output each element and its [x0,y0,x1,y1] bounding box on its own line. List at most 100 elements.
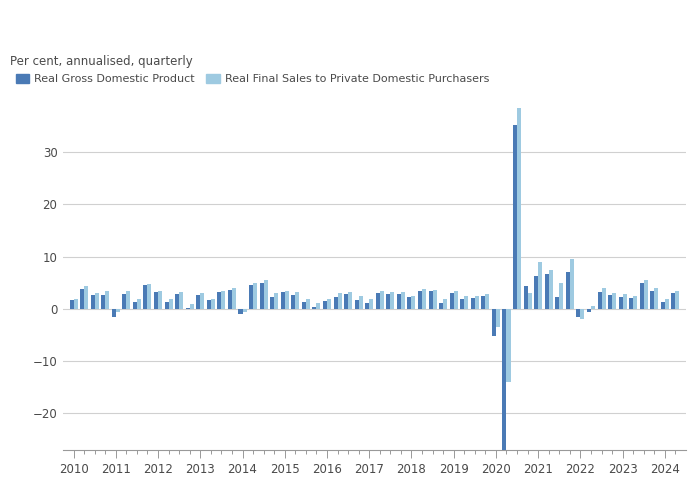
Legend: Real Gross Domestic Product, Real Final Sales to Private Domestic Purchasers: Real Gross Domestic Product, Real Final … [15,74,489,85]
Bar [622,294,626,309]
Bar [545,274,549,309]
Bar [612,294,616,309]
Bar [164,302,169,309]
Bar [671,294,676,309]
Bar [644,280,648,309]
Bar [333,297,337,309]
Bar [580,309,584,320]
Bar [84,286,88,309]
Bar [591,306,595,309]
Bar [316,302,321,309]
Bar [676,290,680,309]
Bar [634,296,637,309]
Bar [312,307,316,309]
Bar [148,284,151,309]
Bar [80,288,84,309]
Bar [274,294,278,309]
Bar [391,292,394,309]
Bar [122,294,127,309]
Bar [397,294,401,309]
Bar [587,309,591,312]
Bar [376,293,380,309]
Bar [433,290,437,309]
Bar [460,298,464,309]
Bar [524,286,528,309]
Bar [74,298,78,309]
Bar [91,295,94,309]
Bar [598,292,601,309]
Bar [464,296,468,309]
Bar [127,290,130,309]
Bar [306,298,310,309]
Bar [144,285,148,309]
Bar [534,276,538,309]
Bar [380,290,384,309]
Bar [116,309,120,312]
Bar [386,294,391,309]
Bar [407,298,412,309]
Bar [485,294,489,309]
Bar [422,289,426,309]
Bar [517,108,521,309]
Bar [475,296,479,309]
Bar [253,283,257,309]
Bar [323,301,327,309]
Bar [629,298,634,309]
Bar [654,288,658,309]
Bar [496,309,500,327]
Bar [619,298,622,309]
Bar [601,288,606,309]
Bar [507,309,510,382]
Bar [206,300,211,309]
Bar [242,309,246,312]
Bar [337,294,342,309]
Bar [190,304,194,309]
Bar [665,298,669,309]
Bar [439,303,443,309]
Bar [428,291,433,309]
Bar [559,283,564,309]
Bar [232,288,236,309]
Bar [137,298,141,309]
Bar [169,298,173,309]
Bar [102,295,105,309]
Bar [270,298,274,309]
Bar [112,309,116,317]
Bar [302,302,306,309]
Bar [179,292,183,309]
Bar [211,298,215,309]
Bar [344,294,348,309]
Bar [281,292,285,309]
Bar [412,296,416,309]
Bar [454,290,458,309]
Text: Per cent, annualised, quarterly: Per cent, annualised, quarterly [10,54,193,68]
Bar [221,290,225,309]
Bar [566,272,570,309]
Bar [186,308,190,309]
Bar [196,295,200,309]
Bar [327,298,331,309]
Bar [549,270,553,309]
Bar [154,292,158,309]
Bar [538,262,543,309]
Bar [449,293,454,309]
Bar [218,292,221,309]
Bar [295,292,300,309]
Bar [358,296,363,309]
Bar [513,124,517,309]
Bar [576,309,580,318]
Bar [264,280,267,309]
Bar [260,283,264,309]
Bar [249,285,253,309]
Bar [69,300,73,309]
Bar [133,302,137,309]
Bar [443,298,447,309]
Bar [503,309,507,455]
Bar [200,294,204,309]
Bar [528,294,531,309]
Bar [555,297,559,309]
Bar [471,298,475,309]
Bar [369,298,373,309]
Bar [94,294,99,309]
Bar [291,295,295,309]
